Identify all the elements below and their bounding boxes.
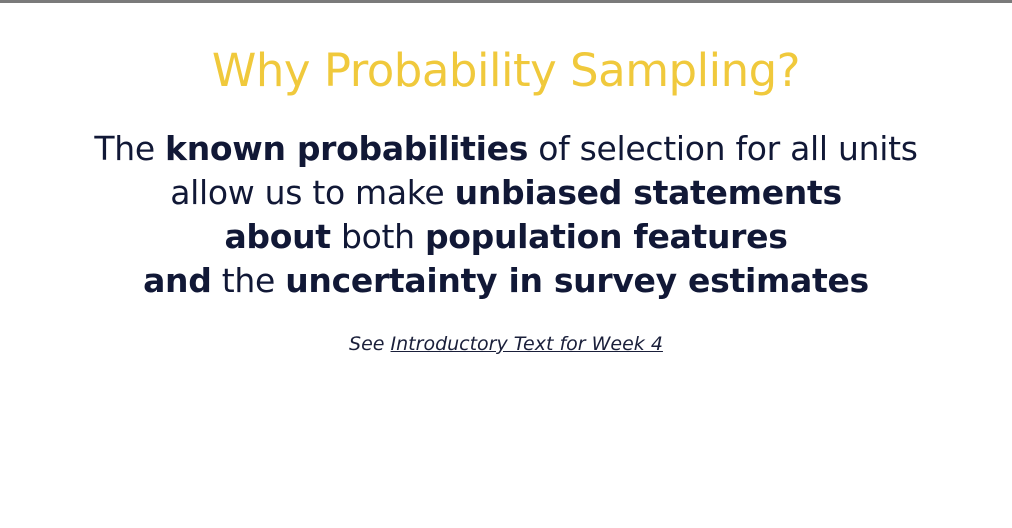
body-emphasis: known probabilities [165, 129, 529, 168]
reference-link[interactable]: Introductory Text for Week 4 [390, 333, 663, 355]
slide-body: The known probabilities of selection for… [0, 127, 1012, 303]
body-text: of selection for all units [528, 129, 918, 168]
body-emphasis: uncertainty in survey estimates [285, 261, 869, 300]
body-text: the [211, 261, 286, 300]
body-text: The [94, 129, 166, 168]
reference-prefix: See [349, 333, 391, 355]
body-emphasis: and [143, 261, 212, 300]
body-line-3: about both population features [0, 215, 1012, 259]
body-text: both [330, 217, 425, 256]
reference-note: See Introductory Text for Week 4 [0, 331, 1012, 357]
slide-title: Why Probability Sampling? [211, 44, 801, 97]
body-line-4: and the uncertainty in survey estimates [0, 259, 1012, 303]
body-text: allow us to make [170, 173, 455, 212]
body-line-2: allow us to make unbiased statements [0, 171, 1012, 215]
body-line-1: The known probabilities of selection for… [0, 127, 1012, 171]
body-emphasis: population features [424, 217, 788, 256]
body-emphasis: unbiased statements [454, 173, 842, 212]
body-emphasis: about [224, 217, 331, 256]
